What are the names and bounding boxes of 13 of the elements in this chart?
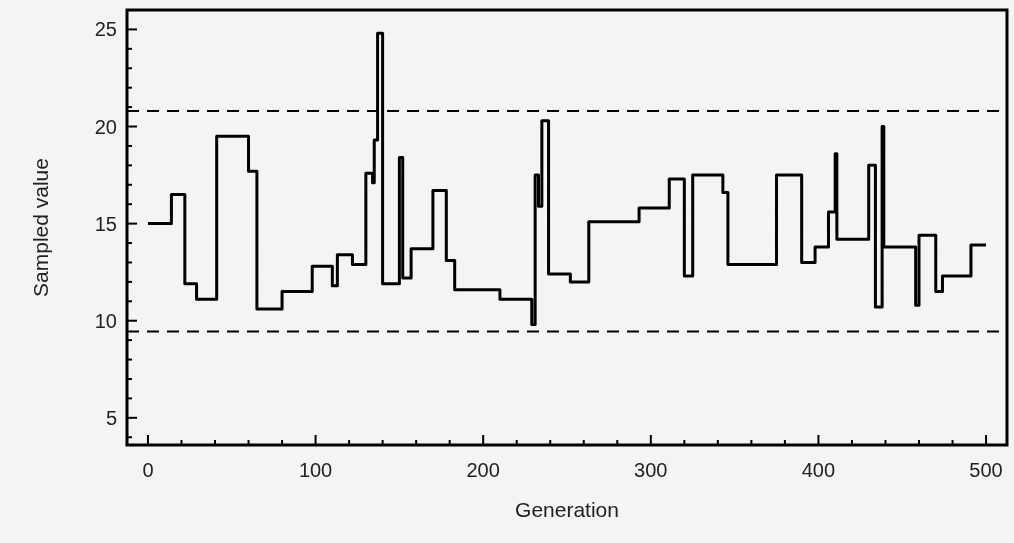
- x-tick-label: 100: [298, 459, 333, 481]
- x-tick-label: 400: [801, 459, 836, 481]
- x-axis-title: Generation: [515, 498, 619, 521]
- y-tick-label: 5: [105, 406, 117, 429]
- x-tick-label: 500: [969, 459, 1003, 481]
- y-tick-label: 10: [94, 309, 117, 332]
- x-tick-label: 200: [466, 459, 500, 481]
- x-tick-label: 0: [142, 459, 154, 481]
- y-tick-label: 15: [94, 212, 117, 235]
- y-tick-label: 20: [94, 115, 117, 138]
- y-tick-label: 25: [94, 18, 117, 41]
- x-tick-label: 300: [634, 459, 668, 481]
- y-axis-title: Sampled value: [29, 158, 52, 297]
